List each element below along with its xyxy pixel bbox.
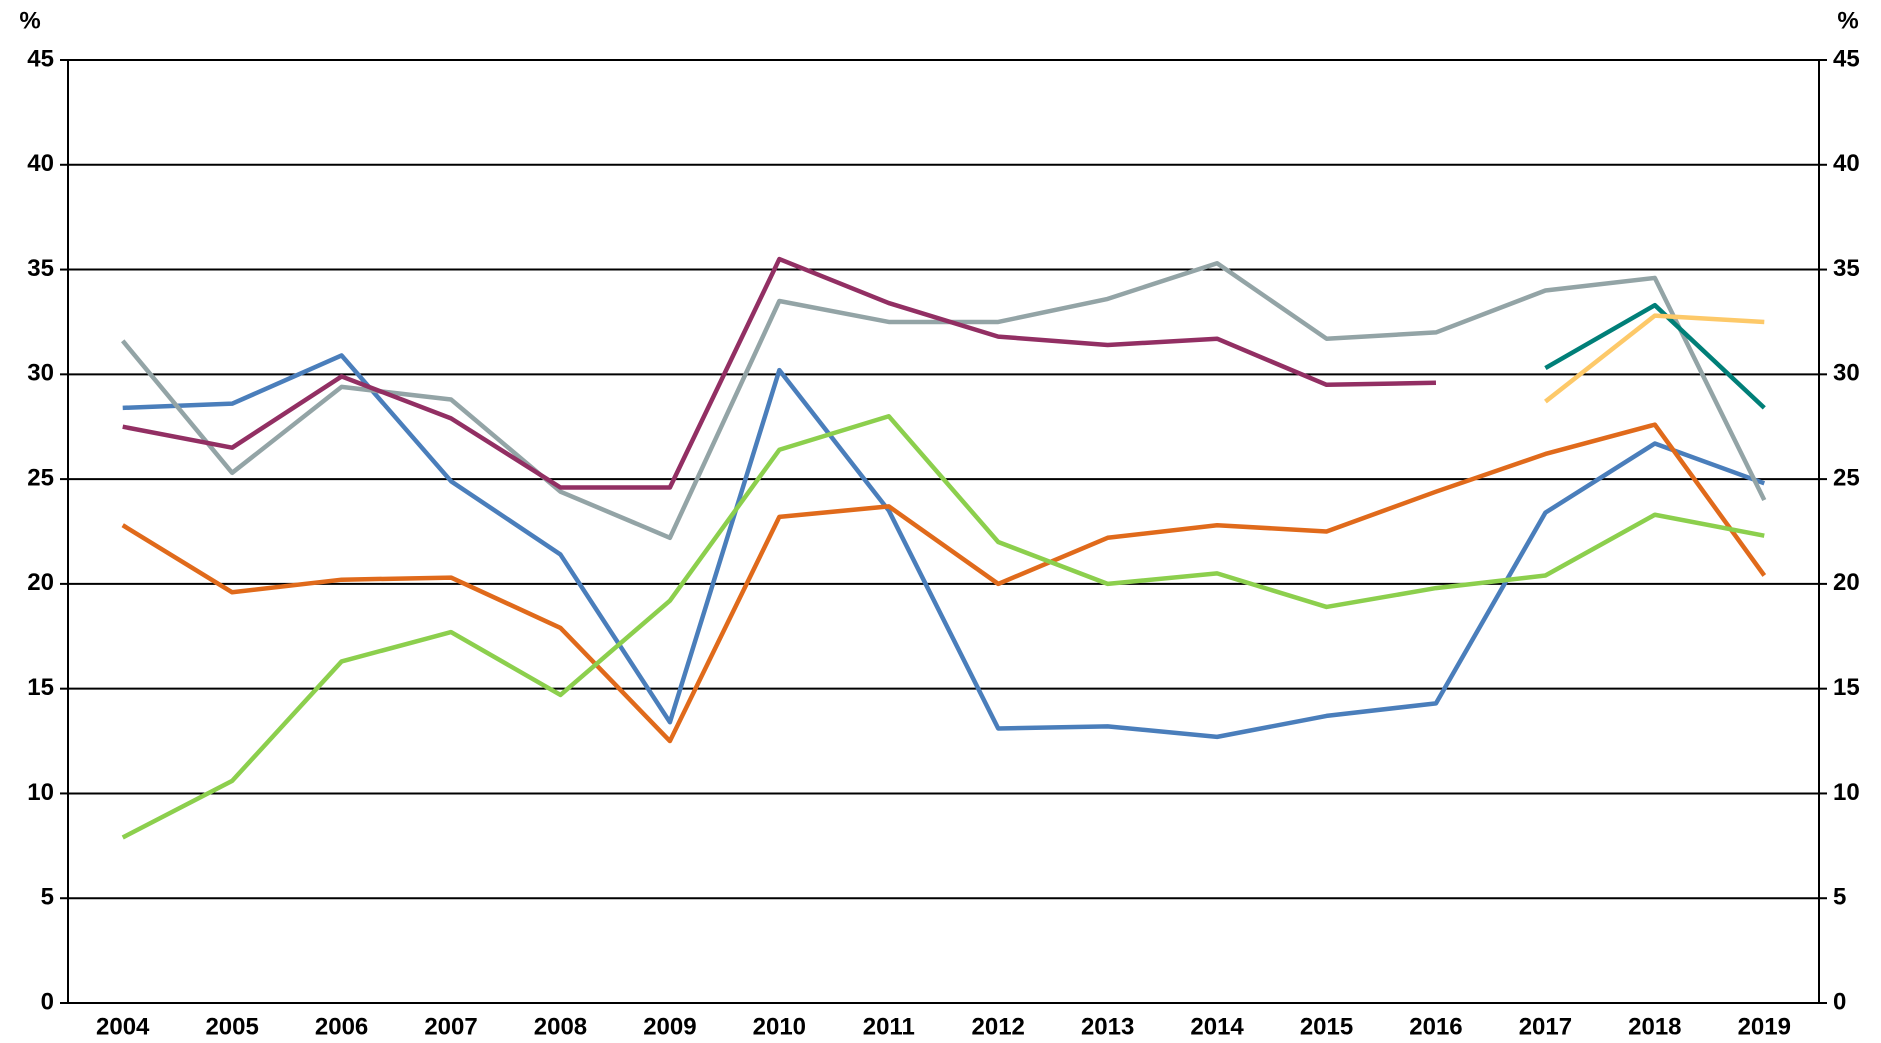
y2-tick-label: 0 xyxy=(1833,988,1846,1015)
x-tick-label: 2018 xyxy=(1628,1013,1681,1040)
series-line xyxy=(1544,302,1766,410)
y-tick-label: 10 xyxy=(27,779,54,806)
x-tick-label: 2009 xyxy=(643,1013,696,1040)
x-tick-label: 2011 xyxy=(863,1013,915,1040)
y-tick-label: 45 xyxy=(27,45,54,72)
y-tick-label: 30 xyxy=(27,360,54,387)
series-line xyxy=(1544,313,1765,404)
series-line xyxy=(121,413,1765,840)
x-tick-label: 2017 xyxy=(1519,1013,1572,1040)
y2-tick-label: 25 xyxy=(1833,464,1860,491)
y-tick-label: 5 xyxy=(41,884,54,911)
x-tick-label: 2013 xyxy=(1081,1013,1134,1040)
x-tick-label: 2010 xyxy=(753,1013,806,1040)
y2-tick-label: 15 xyxy=(1833,674,1860,701)
y2-tick-label: 10 xyxy=(1833,779,1860,806)
y2-tick-label: 45 xyxy=(1833,45,1860,72)
x-tick-label: 2007 xyxy=(424,1013,477,1040)
y2-tick-label: 35 xyxy=(1833,255,1860,282)
x-tick-label: 2008 xyxy=(534,1013,587,1040)
series-line xyxy=(121,422,1767,744)
x-tick-label: 2012 xyxy=(972,1013,1025,1040)
y2-tick-label: 20 xyxy=(1833,569,1860,596)
x-tick-label: 2005 xyxy=(205,1013,258,1040)
y-tick-label: 0 xyxy=(41,988,54,1015)
y-tick-label: 15 xyxy=(27,674,54,701)
y2-tick-label: 40 xyxy=(1833,150,1860,177)
series-line xyxy=(120,261,1767,541)
y-tick-label: 35 xyxy=(27,255,54,282)
y-tick-label: 25 xyxy=(27,464,54,491)
x-tick-label: 2014 xyxy=(1190,1013,1244,1040)
series-line xyxy=(122,256,1437,490)
series-line xyxy=(122,353,1766,740)
y2-tick-label: 5 xyxy=(1833,884,1846,911)
y2-axis-label: % xyxy=(1837,7,1858,34)
x-tick-label: 2015 xyxy=(1300,1013,1353,1040)
x-tick-label: 2016 xyxy=(1409,1013,1462,1040)
x-tick-label: 2019 xyxy=(1738,1013,1791,1040)
x-tick-label: 2006 xyxy=(315,1013,368,1040)
y-tick-label: 20 xyxy=(27,569,54,596)
y2-tick-label: 30 xyxy=(1833,360,1860,387)
x-tick-label: 2004 xyxy=(96,1013,150,1040)
y-tick-label: 40 xyxy=(27,150,54,177)
y-axis-label: % xyxy=(19,7,40,34)
